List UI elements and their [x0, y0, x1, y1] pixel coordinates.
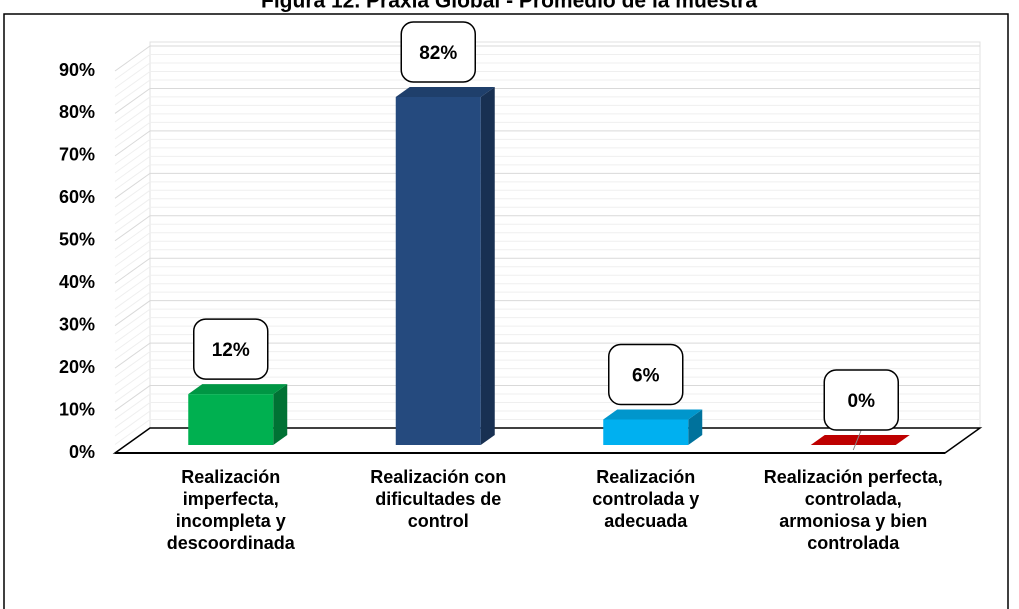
minor-grid	[114, 376, 980, 403]
minor-grid	[114, 198, 980, 225]
y-tick-label: 30%	[59, 314, 95, 334]
y-tick-label: 40%	[59, 272, 95, 292]
y-tick-label: 70%	[59, 145, 95, 165]
minor-grid	[114, 189, 980, 216]
minor-grid	[114, 274, 980, 301]
bar-front	[188, 394, 274, 445]
minor-grid	[114, 368, 980, 394]
minor-grid	[114, 419, 980, 445]
minor-grid	[114, 147, 980, 174]
value-label: 6%	[632, 366, 660, 387]
minor-grid	[114, 121, 980, 148]
minor-grid	[114, 317, 980, 344]
grid-line	[114, 385, 980, 411]
minor-grid	[114, 155, 980, 182]
bar-top	[188, 384, 288, 395]
bar-front	[395, 96, 481, 445]
bar-top	[810, 435, 910, 445]
x-tick-label: Realización imperfecta, incompleta y des…	[166, 467, 295, 553]
minor-grid	[114, 223, 980, 250]
minor-grid	[114, 96, 980, 123]
grid-line	[114, 130, 980, 157]
minor-grid	[114, 334, 980, 361]
chart-title: Figura 12. Praxia Global - Promedio de l…	[261, 0, 757, 13]
minor-grid	[114, 164, 980, 191]
minor-grid	[114, 79, 980, 106]
value-label-box	[823, 369, 899, 431]
x-tick-label: Realización controlada y adecuada	[592, 467, 700, 531]
y-tick-label: 0%	[69, 442, 95, 462]
minor-grid	[114, 266, 980, 293]
y-tick-label: 90%	[59, 60, 95, 80]
bar	[603, 409, 703, 445]
x-tick-label: Realización perfecta, controlada, armoni…	[763, 467, 943, 553]
grid-line	[114, 342, 980, 369]
bar-side	[480, 86, 495, 445]
grid-line	[114, 257, 980, 284]
bar-side	[688, 409, 703, 445]
minor-grid	[114, 232, 980, 259]
value-label: 0%	[848, 391, 876, 412]
value-label: 82%	[419, 43, 457, 64]
bar	[395, 86, 495, 445]
y-tick-label: 10%	[59, 399, 95, 419]
grid-line	[114, 300, 980, 327]
minor-grid	[114, 359, 980, 386]
y-tick-label: 60%	[59, 187, 95, 207]
value-label-box	[193, 318, 269, 380]
value-label: 12%	[212, 340, 250, 361]
grid-line	[114, 87, 980, 114]
minor-grid	[114, 325, 980, 352]
minor-grid	[114, 240, 980, 267]
value-label-box	[400, 21, 476, 83]
minor-grid	[114, 113, 980, 140]
leader-line	[852, 429, 862, 451]
minor-grid	[114, 206, 980, 233]
minor-grid	[114, 351, 980, 378]
bar	[188, 384, 288, 445]
bar-top	[395, 86, 495, 97]
bar	[810, 435, 910, 445]
minor-grid	[114, 70, 980, 97]
bar-front	[603, 419, 689, 445]
minor-grid	[114, 249, 980, 276]
minor-grid	[114, 53, 980, 80]
minor-grid	[114, 393, 980, 420]
minor-grid	[114, 181, 980, 208]
chart-frame	[3, 13, 1009, 609]
minor-grid	[114, 138, 980, 165]
value-label-box	[608, 343, 684, 406]
x-tick-label: Realización con dificultades de control	[370, 467, 507, 531]
grid-line	[114, 172, 980, 199]
minor-grid	[114, 308, 980, 335]
minor-grid	[114, 62, 980, 89]
bar-side	[273, 384, 288, 445]
y-tick-label: 80%	[59, 102, 95, 122]
minor-grid	[114, 283, 980, 310]
grid-line	[114, 45, 980, 72]
minor-grid	[114, 104, 980, 131]
minor-grid	[114, 410, 980, 437]
grid-line	[114, 215, 980, 242]
y-tick-label: 50%	[59, 230, 95, 250]
minor-grid	[114, 402, 980, 428]
bar-top	[603, 409, 703, 420]
y-tick-label: 20%	[59, 357, 95, 377]
minor-grid	[114, 291, 980, 318]
